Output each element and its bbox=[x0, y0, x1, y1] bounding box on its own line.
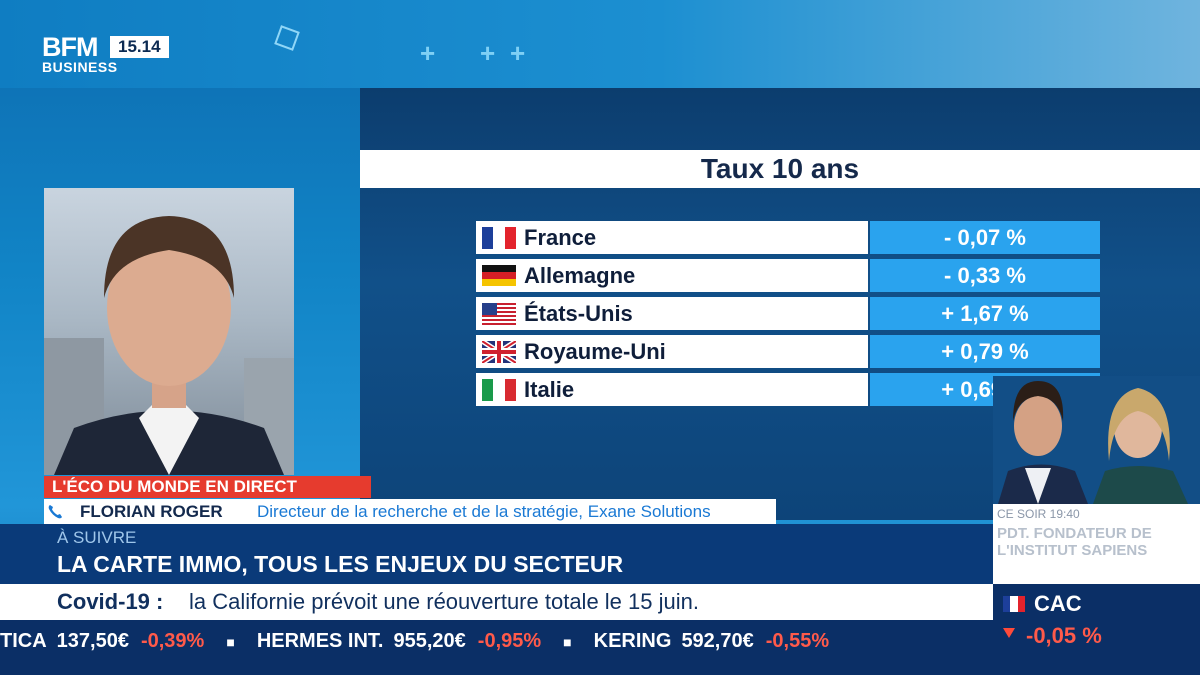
guest-video-feed bbox=[44, 188, 294, 475]
up-next-label: À SUIVRE bbox=[57, 528, 137, 547]
stock-change: -0,95% bbox=[477, 630, 542, 652]
stock-price: 137,50€ bbox=[56, 630, 129, 652]
index-box: CAC -0,05 % bbox=[993, 584, 1200, 675]
up-next-bar bbox=[0, 524, 993, 584]
broadcast-clock: 15.14 bbox=[110, 36, 169, 58]
rate-value: + 0,79 % bbox=[870, 335, 1100, 368]
guest-name: FLORIAN ROGER bbox=[80, 502, 223, 521]
country-name: Royaume-Uni bbox=[524, 338, 666, 364]
stock-name: HERMES INT. bbox=[256, 630, 384, 652]
stock-name: KERING bbox=[593, 630, 672, 652]
news-ticker: Covid-19 : la Californie prévoit une réo… bbox=[0, 584, 993, 620]
rate-value: - 0,33 % bbox=[870, 259, 1100, 292]
country-name: États-Unis bbox=[524, 300, 633, 326]
tonight-title: PDT. FONDATEUR DE L'INSTITUT SAPIENS bbox=[997, 525, 1152, 559]
program-label: L'ÉCO DU MONDE EN DIRECT bbox=[44, 476, 371, 498]
phone-icon bbox=[47, 503, 64, 520]
stock-ticker: TICA 137,50€ -0,39% ■ HERMES INT. 955,20€ -0,9… bbox=[0, 620, 993, 675]
france-flag-icon bbox=[482, 226, 516, 249]
guest-name-bar: FLORIAN ROGER Directeur de la recherche … bbox=[44, 499, 776, 524]
italy-flag-icon bbox=[482, 378, 516, 401]
decorative-plus: + bbox=[420, 38, 436, 68]
germany-flag-icon bbox=[482, 264, 516, 287]
index-change: -0,05 % bbox=[1026, 623, 1102, 648]
tonight-time: CE SOIR 19:40 bbox=[997, 507, 1080, 521]
stock-change: -0,55% bbox=[765, 630, 830, 652]
rate-row: Italie + 0,69 % bbox=[476, 373, 1100, 406]
guest-role: Directeur de la recherche et de la strat… bbox=[257, 502, 711, 521]
down-arrow-icon bbox=[1003, 628, 1015, 638]
background-top-band bbox=[0, 0, 1200, 88]
rate-row: France - 0,07 % bbox=[476, 221, 1100, 254]
stock-price: 592,70€ bbox=[681, 630, 754, 652]
ticker-separator: ■ bbox=[226, 634, 235, 650]
rate-value: + 1,67 % bbox=[870, 297, 1100, 330]
bfm-business-logo: BFM BUSINESS bbox=[42, 32, 118, 75]
country-name: France bbox=[524, 224, 597, 250]
stock-change: -0,39% bbox=[140, 630, 205, 652]
news-headline: Covid-19 : bbox=[57, 589, 164, 614]
france-flag-icon bbox=[1003, 596, 1025, 612]
rate-row: États-Unis + 1,67 % bbox=[476, 297, 1100, 330]
ticker-separator: ■ bbox=[563, 634, 572, 650]
decorative-plus: + bbox=[510, 38, 526, 68]
rate-value: - 0,07 % bbox=[870, 221, 1100, 254]
index-name: CAC bbox=[1034, 591, 1082, 616]
country-name: Italie bbox=[524, 376, 575, 402]
rate-row: Allemagne - 0,33 % bbox=[476, 259, 1100, 292]
rates-title: Taux 10 ans bbox=[360, 150, 1200, 188]
stock-price: 955,20€ bbox=[393, 630, 466, 652]
decorative-plus: + bbox=[480, 38, 496, 68]
country-name: Allemagne bbox=[524, 262, 636, 288]
news-text: la Californie prévoit une réouverture to… bbox=[189, 589, 699, 614]
up-next-title: LA CARTE IMMO, TOUS LES ENJEUX DU SECTEU… bbox=[57, 551, 624, 577]
upcoming-guests-video bbox=[993, 376, 1200, 504]
usa-flag-icon bbox=[482, 302, 516, 325]
uk-flag-icon bbox=[482, 340, 516, 363]
stock-name: TICA bbox=[0, 630, 47, 652]
rate-row: Royaume-Uni + 0,79 % bbox=[476, 335, 1100, 368]
tonight-show-box: CE SOIR 19:40 PDT. FONDATEUR DE L'INSTIT… bbox=[993, 504, 1200, 584]
